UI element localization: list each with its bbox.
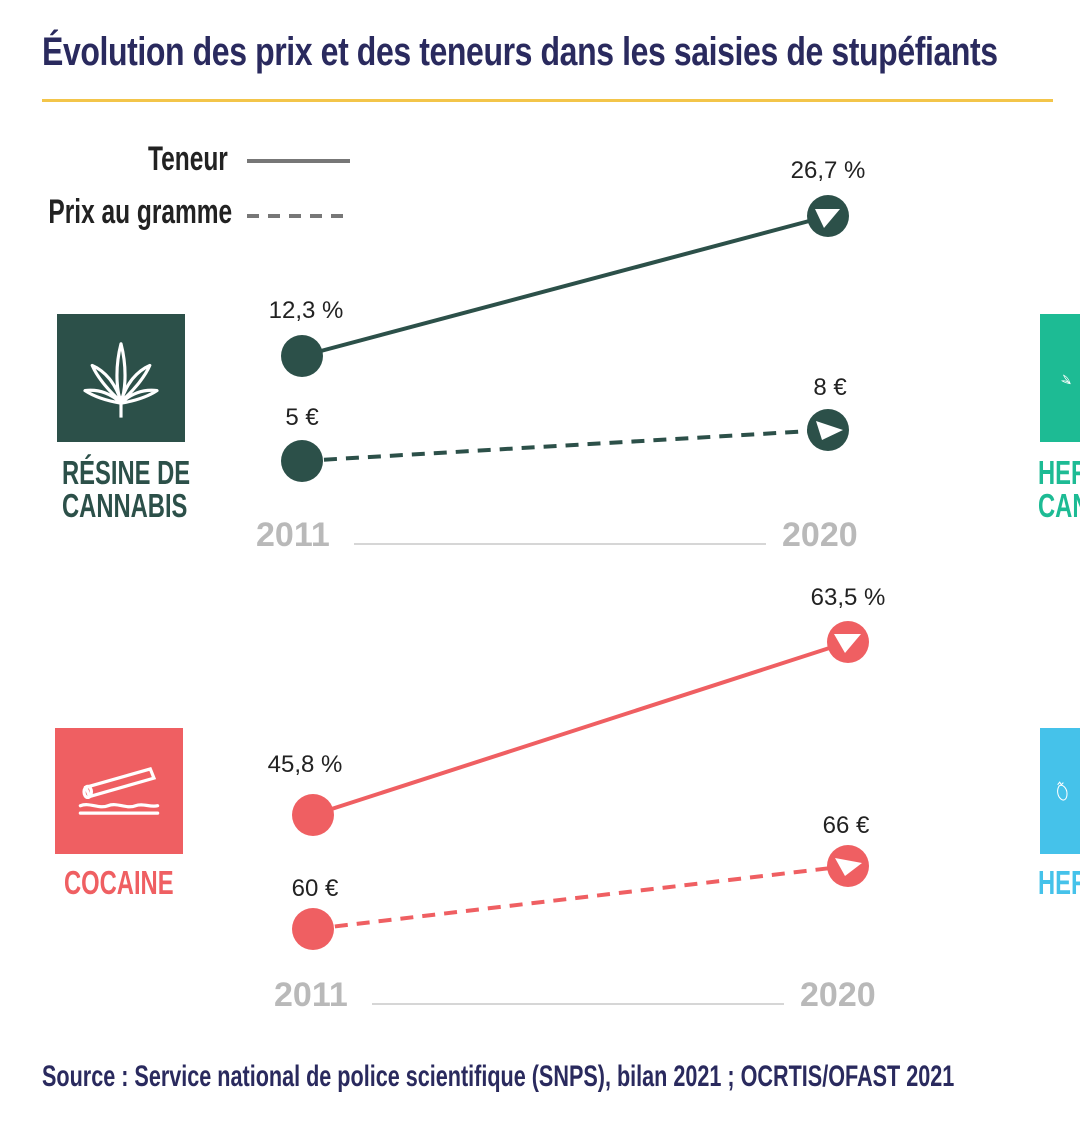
resine-year-start: 2011	[256, 516, 330, 554]
resine-prix-end-label: 8 €	[813, 374, 847, 401]
cocaine-year-start: 2011	[274, 976, 348, 1014]
resine-teneur-start-point	[281, 335, 323, 377]
cocaine-prix-line	[312, 864, 849, 931]
resine-icon-box	[57, 314, 185, 442]
cannabis-leaf-icon	[1061, 374, 1072, 385]
cocaine-icon-box	[55, 728, 183, 854]
resine-prix-start-point	[281, 440, 323, 482]
source-note: Source : Service national de police scie…	[42, 1060, 955, 1093]
cannabis-leaf-icon	[83, 342, 159, 418]
resine-label-line2: CANNABIS	[62, 487, 188, 524]
resine-year-end: 2020	[782, 516, 858, 554]
heroine-icon-box	[1040, 728, 1080, 854]
cocaine-teneur-start-label: 45,8 %	[267, 751, 343, 778]
resine-teneur-line	[301, 214, 829, 358]
resine-teneur-start-label: 12,3 %	[268, 297, 344, 324]
resine-label-line1: RÉSINE DE	[62, 454, 191, 491]
herbe-label-line1: HER	[1038, 454, 1080, 491]
resine-teneur-end-label: 26,7 %	[790, 157, 866, 184]
poppy-icon	[1057, 781, 1068, 801]
cocaine-year-end: 2020	[800, 976, 876, 1014]
resine-teneur-end-point	[807, 195, 849, 237]
resine-prix-end-point	[807, 409, 849, 451]
chart-title: Évolution des prix et des teneurs dans l…	[42, 30, 998, 74]
legend-prix-label: Prix au gramme	[48, 193, 232, 231]
cocaine-teneur-line	[312, 640, 849, 817]
cocaine-teneur-end-point	[827, 621, 869, 663]
cocaine-teneur-start-point	[292, 794, 334, 836]
cocaine-prix-end-point	[827, 845, 869, 887]
cocaine-axis-line	[372, 1003, 784, 1005]
cocaine-prix-end-label: 66 €	[822, 812, 870, 839]
resine-prix-start-label: 5 €	[285, 404, 319, 431]
heroine-label: HER	[1038, 864, 1080, 901]
herbe-label-line2: CAN	[1038, 487, 1080, 524]
cocaine-teneur-end-label: 63,5 %	[810, 584, 886, 611]
legend-teneur-label: Teneur	[148, 140, 228, 178]
herbe-icon-box	[1040, 314, 1080, 442]
title-underline	[42, 99, 1053, 102]
cocaine-label: COCAINE	[64, 864, 174, 901]
resine-axis-line	[354, 543, 766, 545]
cocaine-prix-start-point	[292, 908, 334, 950]
cocaine-powder-icon	[78, 766, 160, 815]
cocaine-prix-start-label: 60 €	[291, 875, 339, 902]
